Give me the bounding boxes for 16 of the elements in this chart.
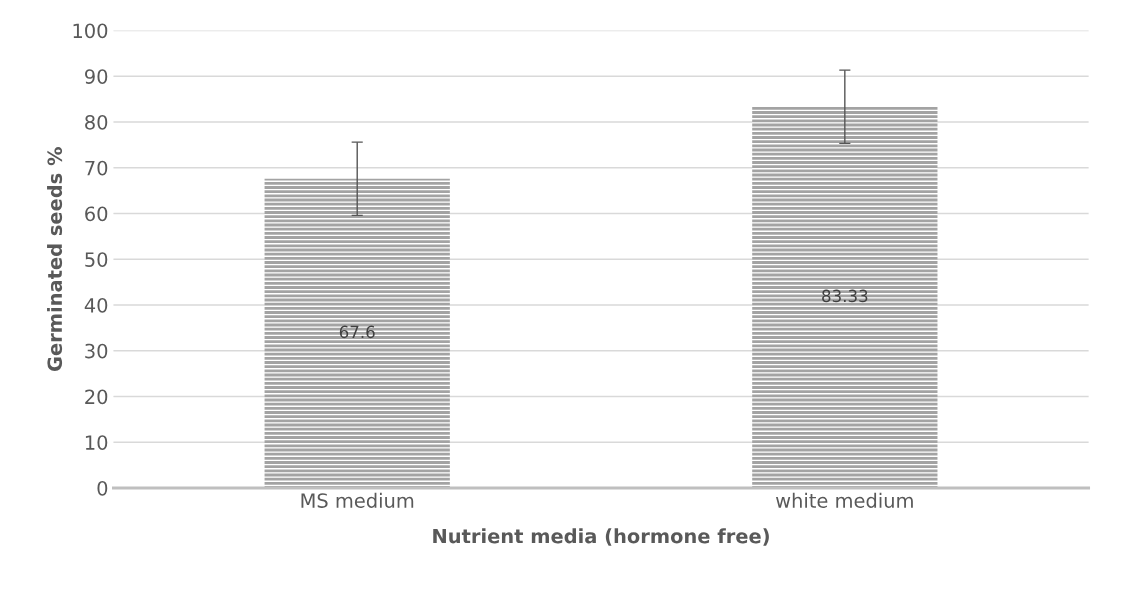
x-tick-label: MS medium (301, 492, 414, 508)
x-tick-label: white medium (775, 492, 913, 508)
y-tick-label: 20 (85, 389, 108, 405)
y-tick-label: 60 (85, 206, 108, 222)
y-tick-label: 100 (73, 23, 108, 39)
y-tick-label: 50 (85, 252, 108, 267)
y-tick-label: 90 (85, 69, 108, 84)
y-tick-label: 80 (85, 114, 108, 130)
y-tick-label: 70 (85, 160, 108, 176)
data-label: 83.33 (822, 289, 868, 303)
y-tick-label: 40 (84, 297, 108, 313)
y-axis-title: Germinated seeds % (47, 147, 63, 372)
y-tick-label: 10 (85, 435, 108, 450)
y-tick-label: 30 (85, 343, 108, 359)
x-axis-title: Nutrient media (hormone free) (433, 528, 769, 546)
y-tick-label: 0 (97, 480, 108, 496)
